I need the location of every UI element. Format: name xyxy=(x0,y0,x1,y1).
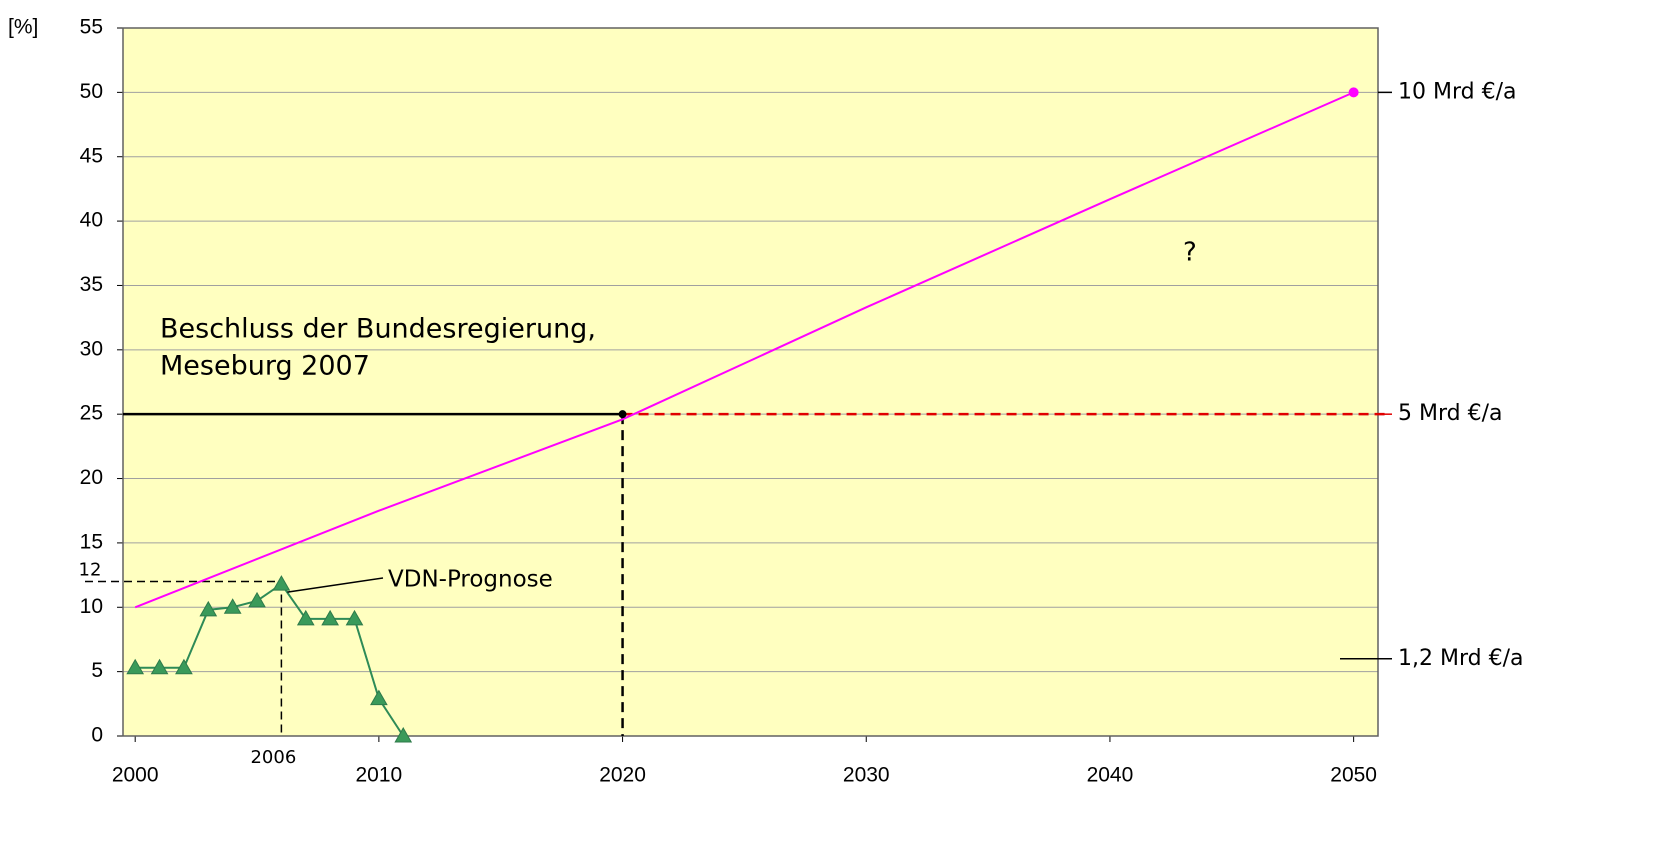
triangle-marker xyxy=(272,575,291,591)
series-name: VDN-Prognose xyxy=(388,567,553,593)
triangle-marker xyxy=(370,689,388,706)
target-point xyxy=(618,410,627,419)
y-tick-label: 35 xyxy=(80,273,103,296)
x-tick-label: 2000 xyxy=(112,764,159,787)
triangle-marker xyxy=(150,658,169,675)
x-tick-label: 2040 xyxy=(1087,764,1134,787)
y-tick-label: 15 xyxy=(80,530,103,553)
y-tick-label: 45 xyxy=(80,144,103,167)
y-tick-label: 20 xyxy=(80,466,103,489)
y-unit-label: [%] xyxy=(8,16,38,39)
cost-label: 1,2 Mrd €/a xyxy=(1398,646,1523,671)
series-line xyxy=(134,91,1355,609)
triangle-marker xyxy=(223,598,242,614)
x-tick-label: 2020 xyxy=(599,764,646,787)
plot-area xyxy=(123,28,1378,736)
triangle-marker xyxy=(296,609,315,626)
triangle-marker xyxy=(175,658,193,675)
series-leader xyxy=(287,577,384,593)
triangle-marker xyxy=(321,609,339,626)
guide-value-label: 12 xyxy=(79,560,102,581)
target-label: Meseburg 2007 xyxy=(160,351,370,382)
x-tick-label: 2010 xyxy=(356,764,403,787)
y-tick-label: 25 xyxy=(80,402,103,425)
cost-label: 5 Mrd €/a xyxy=(1398,401,1502,426)
x-tick-label: 2050 xyxy=(1330,764,1377,787)
x-tick-label: 2030 xyxy=(843,764,890,787)
target-label: Beschluss der Bundesregierung, xyxy=(160,314,596,345)
plot-border xyxy=(122,27,1379,737)
y-tick-label: 30 xyxy=(80,337,103,360)
end-marker xyxy=(1348,87,1359,98)
guide-year-label: 2006 xyxy=(250,747,296,768)
y-tick-label: 40 xyxy=(80,209,103,232)
triangle-marker xyxy=(199,600,218,617)
y-tick-label: 50 xyxy=(80,80,103,103)
cost-label: 10 Mrd €/a xyxy=(1398,79,1516,104)
y-tick-label: 55 xyxy=(80,16,103,39)
triangle-marker xyxy=(394,726,413,743)
triangle-marker xyxy=(248,591,266,608)
y-tick-label: 10 xyxy=(80,595,103,618)
triangle-marker xyxy=(345,609,364,626)
triangle-marker xyxy=(126,658,145,675)
y-tick-label: 5 xyxy=(91,659,103,682)
y-tick-label: 0 xyxy=(91,724,103,747)
question-mark: ? xyxy=(1183,238,1197,268)
